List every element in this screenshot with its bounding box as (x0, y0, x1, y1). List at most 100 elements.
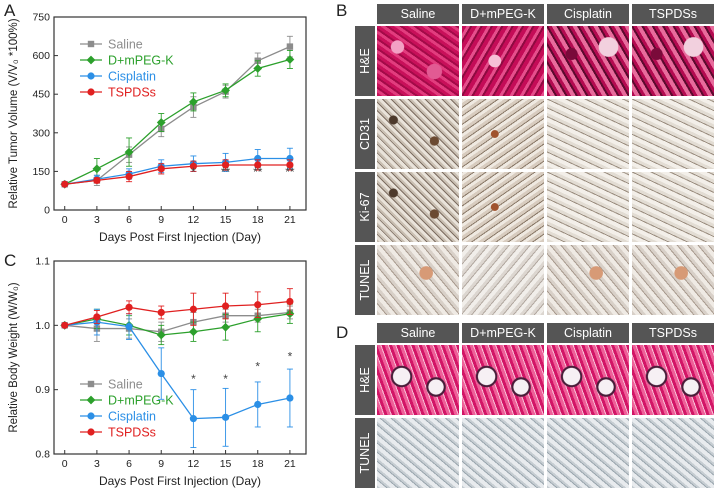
micrograph-tile (462, 172, 544, 242)
y-tick-label: 750 (32, 12, 50, 24)
y-tick-label: 0.9 (35, 384, 50, 396)
column-header: Cisplatin (547, 323, 629, 343)
micrograph-tile (632, 245, 714, 315)
series-c-2 (61, 308, 294, 449)
x-tick-label: 6 (126, 214, 132, 226)
column-header: D+mPEG-K (462, 4, 544, 24)
row-label-text: TUNEL (358, 432, 372, 474)
legend-label: Saline (108, 38, 143, 52)
micrograph-tile (632, 99, 714, 169)
data-point (221, 161, 230, 169)
data-point (189, 327, 198, 337)
micrograph-tile (377, 26, 459, 96)
y-tick-label: 300 (32, 127, 50, 139)
chart-a: 0 3 6 9 12 15 18 21 0 150 300 450 600 750 Days Post Fi… (8, 12, 307, 244)
data-point (254, 301, 262, 309)
series-line (64, 157, 290, 185)
data-point (189, 415, 198, 423)
row-label-text: H&E (358, 367, 372, 393)
data-point (254, 400, 262, 409)
legend-label: D+mPEG-K (108, 394, 174, 408)
data-point (124, 147, 134, 157)
column-header: TSPDSs (632, 4, 714, 24)
x-axis-label: Days Post First Injection (Day) (99, 474, 261, 488)
row-label-text: Ki-67 (358, 192, 372, 222)
series-line (64, 164, 290, 185)
micrograph-tile (377, 418, 459, 488)
legend-marker (87, 88, 95, 96)
data-point (221, 413, 230, 421)
x-tick-label: 15 (220, 458, 232, 470)
significance-mark: * (223, 372, 228, 386)
series-line (64, 58, 291, 185)
significance-mark: ** (253, 165, 263, 179)
y-tick-label: 450 (32, 89, 50, 101)
column-header: D+mPEG-K (462, 323, 544, 343)
data-point (254, 154, 262, 163)
legend-marker (86, 55, 96, 65)
y-tick-label: 0.8 (35, 449, 50, 461)
plot-frame (53, 260, 307, 455)
data-point (253, 64, 263, 73)
legend-label: TSPDSs (108, 86, 156, 100)
data-point (125, 323, 133, 331)
data-point (93, 313, 101, 321)
micrograph-tile (462, 345, 544, 415)
series-line (64, 321, 291, 420)
x-tick-label: 12 (188, 458, 200, 470)
micrograph-tile (377, 99, 459, 169)
x-tick-label: 18 (252, 214, 264, 226)
data-point (157, 369, 165, 378)
data-point (189, 162, 198, 170)
x-tick-label: 6 (126, 458, 132, 470)
column-header: Saline (377, 4, 459, 24)
y-tick-label: 600 (32, 50, 50, 62)
legend-label: Saline (108, 378, 143, 392)
micrograph-tile (377, 172, 459, 242)
data-point (254, 161, 262, 169)
data-point (286, 394, 294, 402)
legend-marker (87, 380, 95, 388)
micrograph-tile (632, 172, 714, 242)
data-point (189, 97, 198, 107)
row-label: H&E (355, 26, 375, 96)
micrograph-tile (462, 99, 544, 169)
data-point (125, 172, 133, 181)
micrograph-tile (547, 99, 629, 169)
x-tick-label: 21 (284, 214, 296, 226)
micrograph-tile (547, 26, 629, 96)
x-tick-label: 15 (220, 214, 232, 226)
micrograph-tile (547, 418, 629, 488)
y-axis-label: Relative Tumor Volume (V/V₀ *100%) (8, 18, 20, 208)
y-axis-label: Relative Body Weight (W/W₀) (8, 282, 20, 432)
x-tick-label: 18 (252, 458, 264, 470)
micrograph-tile (462, 26, 544, 96)
legend-label: D+mPEG-K (108, 54, 174, 68)
row-label: H&E (355, 345, 375, 415)
column-header: Saline (377, 323, 459, 343)
legend-marker (87, 40, 95, 48)
micrograph-tile (462, 245, 544, 315)
data-point (61, 180, 69, 188)
column-header: Cisplatin (547, 4, 629, 24)
y-tick-label: 1.0 (35, 320, 50, 332)
series-line (64, 311, 290, 333)
x-tick-label: 21 (284, 458, 296, 470)
row-label-text: H&E (358, 48, 372, 74)
data-point (93, 176, 101, 185)
data-point (92, 164, 102, 174)
legend-marker (86, 395, 96, 405)
significance-mark: * (191, 372, 196, 386)
micrograph-tile (547, 245, 629, 315)
legend-marker (87, 428, 95, 436)
data-point (286, 154, 294, 163)
row-label: TUNEL (355, 418, 375, 488)
micrograph-tile (547, 172, 629, 242)
legend-label: TSPDSs (108, 426, 156, 440)
plot-frame (53, 16, 307, 211)
series-line (64, 313, 291, 336)
legend-marker (87, 412, 95, 420)
data-point (253, 314, 263, 324)
x-tick-label: 0 (62, 214, 68, 226)
row-label: Ki-67 (355, 172, 375, 242)
